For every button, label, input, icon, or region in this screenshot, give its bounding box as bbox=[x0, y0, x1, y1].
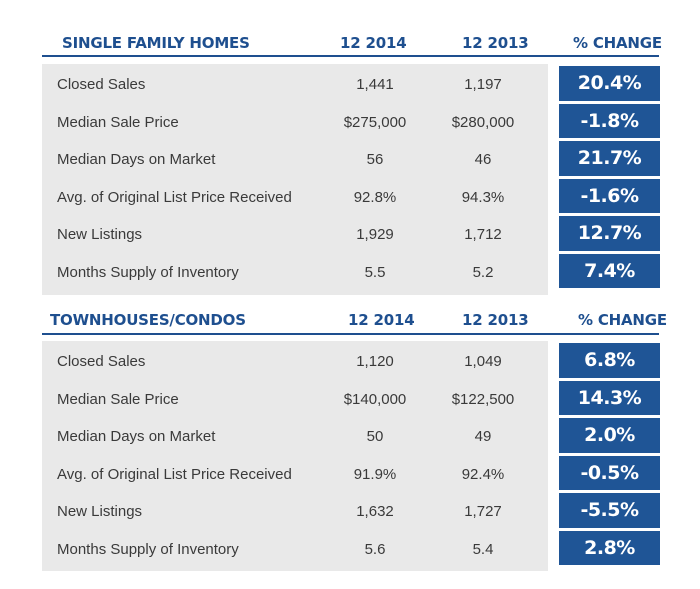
table-row: Median Days on Market 56 46 bbox=[42, 141, 548, 179]
section-header-townhouses: TOWNHOUSES/CONDOS 12 2014 12 2013 % CHAN… bbox=[0, 307, 700, 333]
value-2013: 5.4 bbox=[472, 540, 494, 558]
row-label: Avg. of Original List Price Received bbox=[57, 188, 292, 206]
table-row: New Listings 1,632 1,727 bbox=[42, 493, 548, 531]
row-label: Avg. of Original List Price Received bbox=[57, 465, 292, 483]
value-2013: 1,727 bbox=[464, 503, 502, 520]
percent-change-box: 6.8% bbox=[559, 343, 660, 378]
value-2014: 5.5 bbox=[364, 263, 386, 281]
value-2014: 50 bbox=[366, 428, 384, 445]
value-2014: 1,120 bbox=[356, 353, 394, 370]
table-row: New Listings 1,929 1,712 bbox=[42, 216, 548, 254]
value-2013: 46 bbox=[474, 151, 492, 168]
percent-change-box: 2.0% bbox=[559, 418, 660, 453]
column-header-change: % CHANGE bbox=[573, 34, 662, 52]
percent-change-box: 20.4% bbox=[559, 66, 660, 101]
column-header-change: % CHANGE bbox=[578, 311, 667, 329]
percent-change-box: -0.5% bbox=[559, 455, 660, 490]
row-label: Median Sale Price bbox=[57, 113, 179, 131]
table-row: Median Sale Price $140,000 $122,500 bbox=[42, 381, 548, 419]
row-label: Median Days on Market bbox=[57, 151, 216, 168]
row-label: Months Supply of Inventory bbox=[57, 263, 239, 281]
percent-change-box: 21.7% bbox=[559, 141, 660, 176]
row-label: Closed Sales bbox=[57, 353, 146, 370]
value-2014: $275,000 bbox=[343, 113, 407, 131]
data-panel-single-family bbox=[42, 64, 548, 295]
table-row: Closed Sales 1,120 1,049 bbox=[42, 343, 548, 381]
table-row: Median Sale Price $275,000 $280,000 bbox=[42, 104, 548, 142]
header-underline bbox=[42, 55, 659, 57]
percent-change-box: 2.8% bbox=[559, 530, 660, 565]
data-panel-townhouses bbox=[42, 341, 548, 571]
percent-change-box: -1.8% bbox=[559, 103, 660, 138]
percent-change-box: 7.4% bbox=[559, 253, 660, 288]
value-2014: $140,000 bbox=[343, 390, 407, 408]
value-2013: 94.3% bbox=[461, 188, 505, 206]
value-2013: $122,500 bbox=[451, 390, 515, 408]
column-header-2014: 12 2014 bbox=[348, 311, 415, 329]
row-label: Median Days on Market bbox=[57, 428, 216, 445]
row-label: Months Supply of Inventory bbox=[57, 540, 239, 558]
row-label: Median Sale Price bbox=[57, 390, 179, 408]
table-row: Avg. of Original List Price Received 92.8… bbox=[42, 179, 548, 217]
value-2013: 92.4% bbox=[461, 465, 505, 483]
percent-change-box: 12.7% bbox=[559, 216, 660, 251]
table-row: Closed Sales 1,441 1,197 bbox=[42, 66, 548, 104]
column-header-2013: 12 2013 bbox=[462, 34, 529, 52]
value-2013: 1,197 bbox=[464, 76, 502, 93]
value-2014: 91.9% bbox=[353, 465, 397, 483]
section-title: TOWNHOUSES/CONDOS bbox=[50, 311, 246, 329]
value-2014: 92.8% bbox=[353, 188, 397, 206]
value-2014: 1,929 bbox=[356, 226, 394, 243]
row-label: New Listings bbox=[57, 503, 143, 520]
value-2014: 1,632 bbox=[356, 503, 394, 520]
value-2013: 5.2 bbox=[472, 263, 494, 281]
percent-change-box: 14.3% bbox=[559, 380, 660, 415]
table-row: Months Supply of Inventory 5.6 5.4 bbox=[42, 531, 548, 569]
section-title: SINGLE FAMILY HOMES bbox=[62, 34, 250, 52]
table-row: Median Days on Market 50 49 bbox=[42, 418, 548, 456]
value-2013: 1,049 bbox=[464, 353, 502, 370]
section-header-single-family: SINGLE FAMILY HOMES 12 2014 12 2013 % CH… bbox=[0, 30, 700, 56]
table-row: Months Supply of Inventory 5.5 5.2 bbox=[42, 254, 548, 292]
percent-change-box: -1.6% bbox=[559, 178, 660, 213]
column-header-2013: 12 2013 bbox=[462, 311, 529, 329]
value-2014: 56 bbox=[366, 151, 384, 168]
table-row: Avg. of Original List Price Received 91.9… bbox=[42, 456, 548, 494]
row-label: Closed Sales bbox=[57, 76, 146, 93]
header-underline bbox=[42, 333, 659, 335]
value-2013: 1,712 bbox=[464, 226, 502, 243]
value-2013: 49 bbox=[474, 428, 492, 445]
column-header-2014: 12 2014 bbox=[340, 34, 407, 52]
value-2014: 1,441 bbox=[356, 76, 394, 93]
value-2013: $280,000 bbox=[451, 113, 515, 131]
value-2014: 5.6 bbox=[364, 540, 386, 558]
row-label: New Listings bbox=[57, 226, 143, 243]
percent-change-box: -5.5% bbox=[559, 493, 660, 528]
